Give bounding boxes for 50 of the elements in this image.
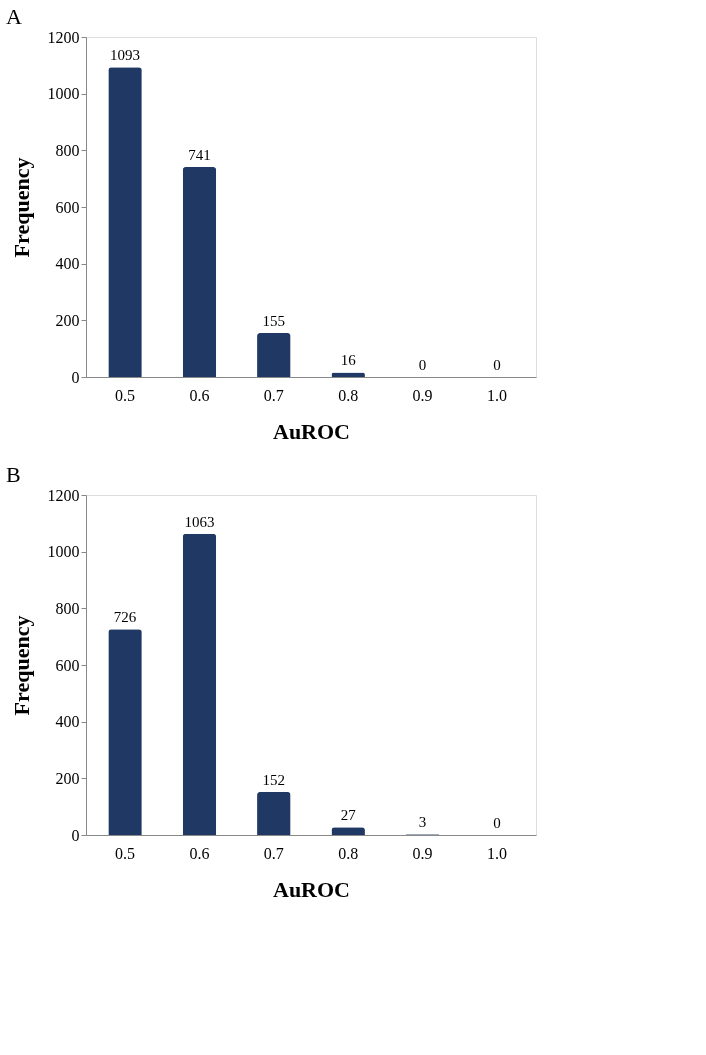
x-tick-label: 0.9 <box>412 386 433 404</box>
bar <box>108 629 142 835</box>
x-tick-label: 0.7 <box>263 844 284 862</box>
chart-title: B <box>6 462 21 487</box>
chart-title: A <box>6 4 22 29</box>
y-axis-title: Frequency <box>8 157 34 258</box>
x-tick-label: 0.5 <box>115 844 136 862</box>
x-tick-label: 0.9 <box>412 844 433 862</box>
x-tick-label: 0.6 <box>189 386 210 404</box>
x-tick-label: 0.8 <box>338 844 359 862</box>
data-label: 0 <box>418 357 427 373</box>
y-tick-label: 1000 <box>47 85 80 103</box>
bar <box>108 67 142 377</box>
x-tick-label: 0.8 <box>338 386 359 404</box>
y-tick-label: 600 <box>55 198 80 216</box>
bar <box>257 333 291 377</box>
x-tick-label: 1.0 <box>486 844 507 862</box>
y-tick-label: 800 <box>55 141 80 159</box>
bar <box>182 167 217 377</box>
y-axis-title: Frequency <box>8 615 34 716</box>
y-tick-label: 1200 <box>47 28 80 46</box>
data-label: 152 <box>262 771 286 788</box>
data-label: 155 <box>262 313 286 330</box>
data-label: 741 <box>188 147 211 164</box>
y-tick-label: 600 <box>55 656 80 674</box>
data-label: 0 <box>493 357 501 373</box>
y-tick-label: 1000 <box>47 543 80 561</box>
bar <box>257 791 291 835</box>
x-axis-title: AuROC <box>272 876 351 902</box>
bar <box>182 533 217 835</box>
y-tick-label: 400 <box>55 255 80 273</box>
y-tick-label: 1200 <box>47 486 80 504</box>
y-tick-label: 0 <box>71 826 80 844</box>
y-tick-label: 200 <box>55 769 80 787</box>
x-tick-label: 0.5 <box>115 386 136 404</box>
x-tick-label: 0.7 <box>263 386 284 404</box>
data-label: 27 <box>340 807 357 824</box>
y-tick-label: 400 <box>55 713 80 731</box>
data-label: 1063 <box>184 513 215 530</box>
y-tick-label: 800 <box>55 599 80 617</box>
data-label: 726 <box>113 609 137 626</box>
data-label: 3 <box>418 814 427 831</box>
x-tick-label: 1.0 <box>486 386 507 404</box>
x-axis-title: AuROC <box>272 418 351 444</box>
data-label: 1093 <box>110 47 141 64</box>
y-tick-label: 200 <box>55 311 80 329</box>
data-label: 0 <box>493 815 501 831</box>
y-tick-label: 0 <box>71 368 80 386</box>
data-label: 16 <box>340 352 357 369</box>
x-tick-label: 0.6 <box>189 844 210 862</box>
